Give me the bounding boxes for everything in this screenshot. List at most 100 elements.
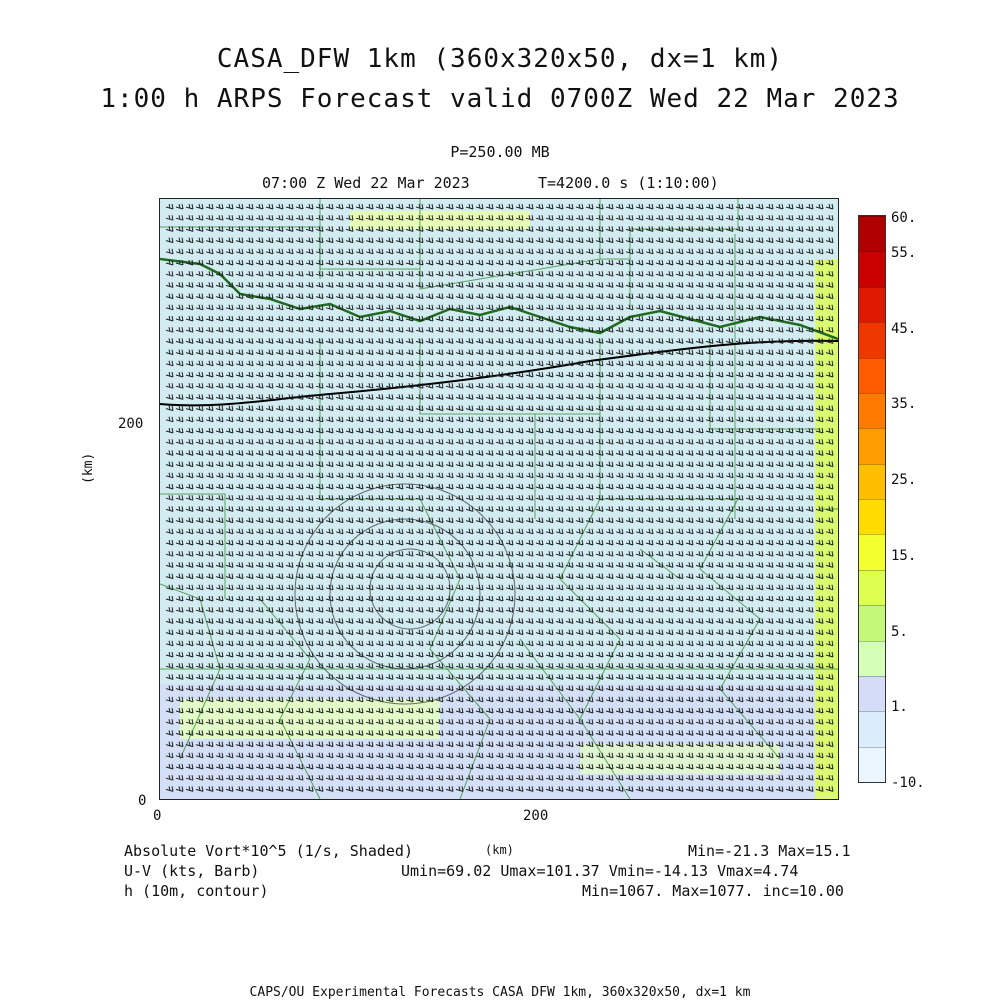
wind-barb <box>785 439 794 445</box>
wind-barb <box>675 495 684 501</box>
wind-barb <box>685 573 694 580</box>
wind-barb <box>215 461 224 468</box>
wind-barb <box>825 315 834 322</box>
wind-barb <box>535 259 544 266</box>
wind-barb <box>305 495 314 501</box>
wind-barb <box>385 405 394 412</box>
wind-barb <box>405 461 414 468</box>
legend-field3-stats: Min=1067. Max=1077. inc=10.00 <box>582 882 844 900</box>
wind-barb <box>405 517 414 524</box>
wind-barb <box>515 248 524 255</box>
wind-barb <box>765 271 774 277</box>
wind-barb <box>335 383 344 389</box>
wind-barb <box>695 495 704 501</box>
wind-barb <box>365 394 374 400</box>
wind-barb <box>275 338 284 344</box>
colorbar-segment <box>859 216 885 252</box>
wind-barb <box>635 383 644 389</box>
wind-barb <box>505 483 514 490</box>
wind-barb <box>815 439 824 445</box>
wind-barb <box>175 517 184 524</box>
wind-barb <box>535 304 544 311</box>
wind-barb <box>655 472 664 479</box>
wind-barb <box>465 450 474 456</box>
wind-barb <box>625 450 634 456</box>
wind-barb <box>575 394 584 400</box>
wind-barb <box>705 539 714 546</box>
wind-barb <box>375 248 384 255</box>
wind-barb <box>495 293 504 300</box>
wind-barb <box>425 427 434 434</box>
wind-barb <box>655 439 664 445</box>
wind-barb <box>555 304 564 311</box>
wind-barb <box>745 360 754 367</box>
wind-barb <box>505 405 514 412</box>
wind-barb <box>295 360 304 367</box>
wind-barb <box>715 573 724 580</box>
wind-barb <box>345 551 354 557</box>
wind-barb <box>605 259 614 266</box>
wind-barb <box>675 573 684 580</box>
wind-barb <box>655 539 664 546</box>
wind-barb <box>695 203 704 210</box>
wind-barb <box>645 383 654 389</box>
wind-barb <box>825 483 834 490</box>
wind-barb <box>365 315 374 322</box>
wind-barb <box>465 539 474 546</box>
wind-barb <box>275 427 284 434</box>
wind-barb <box>495 383 504 389</box>
wind-barb <box>765 304 774 311</box>
wind-barb <box>645 495 654 501</box>
wind-barb <box>455 271 464 277</box>
wind-barb <box>635 584 644 591</box>
wind-barb <box>285 551 294 557</box>
wind-barb <box>525 271 534 277</box>
wind-barb <box>585 383 594 389</box>
wind-barb <box>505 517 514 524</box>
wind-barb <box>675 349 684 356</box>
wind-barb <box>505 394 514 400</box>
wind-barb <box>485 203 494 210</box>
wind-barb <box>165 472 174 479</box>
wind-barb <box>525 394 534 400</box>
wind-barb <box>205 517 214 524</box>
wind-barb <box>505 416 514 423</box>
wind-barb <box>535 383 544 389</box>
wind-barb <box>205 237 214 244</box>
wind-barb <box>265 304 274 311</box>
wind-barb <box>445 472 454 479</box>
legend-field2-stats: Umin=69.02 Umax=101.37 Vmin=-14.13 Vmax=… <box>401 862 799 880</box>
wind-barb <box>505 349 514 356</box>
wind-barb <box>555 573 564 580</box>
wind-barb <box>695 383 704 389</box>
wind-barb <box>485 562 494 568</box>
wind-barb <box>815 517 824 524</box>
wind-barb <box>415 215 424 221</box>
colorbar-segment <box>859 357 885 393</box>
wind-barb <box>275 472 284 479</box>
wind-barb <box>305 271 314 277</box>
wind-barb <box>375 259 384 266</box>
wind-barb <box>205 371 214 378</box>
wind-barb <box>235 315 244 322</box>
wind-barb <box>455 551 464 557</box>
wind-barb <box>445 315 454 322</box>
wind-barb <box>165 226 174 232</box>
wind-barb <box>755 405 764 412</box>
wind-barb <box>255 248 264 255</box>
wind-barb <box>695 327 704 333</box>
wind-barb <box>585 360 594 367</box>
wind-barb <box>765 562 774 568</box>
wind-barb <box>395 315 404 322</box>
wind-barb <box>635 315 644 322</box>
wind-barb <box>405 215 414 221</box>
wind-barb <box>445 539 454 546</box>
wind-barb <box>715 394 724 400</box>
wind-barb <box>415 472 424 479</box>
wind-barb <box>495 483 504 490</box>
wind-barb <box>805 495 814 501</box>
wind-barb <box>215 483 224 490</box>
wind-barb <box>815 349 824 356</box>
wind-barb <box>715 528 724 535</box>
wind-barb <box>335 282 344 288</box>
